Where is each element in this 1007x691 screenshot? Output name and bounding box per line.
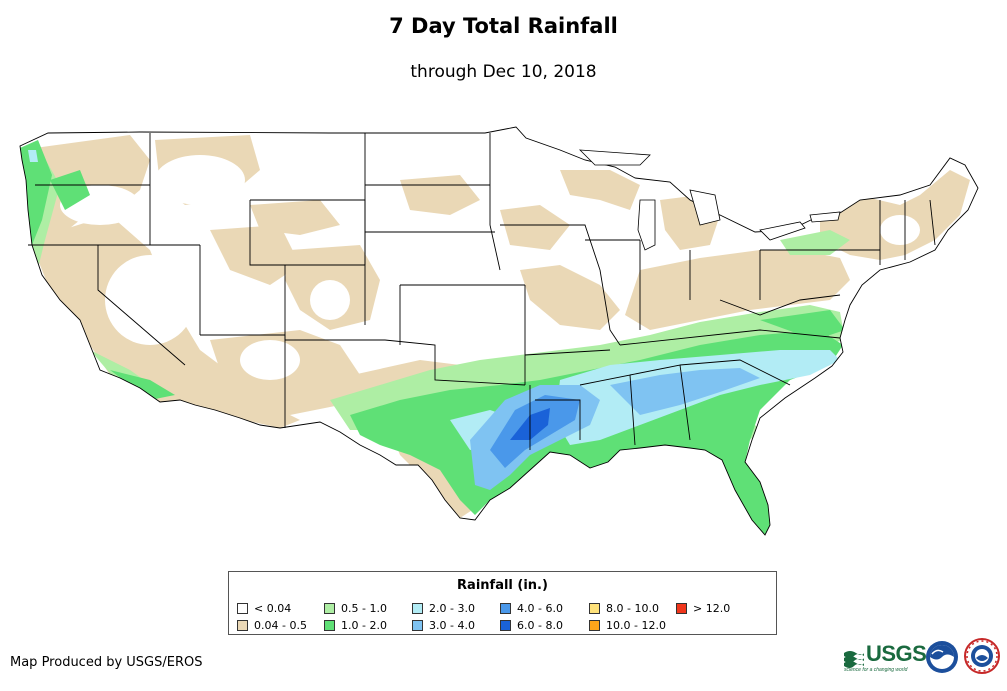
- legend-item: 4.0 - 6.0: [500, 602, 563, 616]
- legend-swatch: [412, 620, 423, 631]
- legend-label: > 12.0: [693, 602, 731, 615]
- map-title: 7 Day Total Rainfall: [389, 14, 618, 38]
- legend-item: < 0.04: [237, 602, 291, 616]
- great-lakes: [578, 149, 841, 251]
- legend-label: 3.0 - 4.0: [429, 619, 475, 632]
- legend-swatch: [412, 603, 423, 614]
- legend-label: 1.0 - 2.0: [341, 619, 387, 632]
- legend-item: 0.5 - 1.0: [324, 602, 387, 616]
- legend-label: 4.0 - 6.0: [517, 602, 563, 615]
- noaa-logo-icon: [926, 641, 958, 673]
- state-boundaries: [19, 126, 979, 536]
- legend-label: 8.0 - 10.0: [606, 602, 659, 615]
- map-credit: Map Produced by USGS/EROS: [10, 655, 203, 670]
- legend-item: 2.0 - 3.0: [412, 602, 475, 616]
- legend-item: 1.0 - 2.0: [324, 619, 387, 633]
- legend-label: 0.04 - 0.5: [254, 619, 307, 632]
- legend-item: > 12.0: [676, 602, 730, 616]
- legend-swatch: [500, 603, 511, 614]
- legend-swatch: [237, 620, 248, 631]
- legend-swatch: [324, 620, 335, 631]
- legend-title: Rainfall (in.): [457, 578, 548, 593]
- legend-swatch: [324, 603, 335, 614]
- legend-item: 0.04 - 0.5: [237, 619, 307, 633]
- nws-logo-icon: [964, 638, 1000, 674]
- legend-label: 0.5 - 1.0: [341, 602, 387, 615]
- legend-swatch: [237, 603, 248, 614]
- usgs-wordmark: USGS: [866, 641, 927, 666]
- legend-label: < 0.04: [254, 602, 292, 615]
- usgs-logo-icon: [844, 651, 864, 668]
- legend-swatch: [676, 603, 687, 614]
- legend-label: 6.0 - 8.0: [517, 619, 563, 632]
- legend-item: 3.0 - 4.0: [412, 619, 475, 633]
- legend-item: 10.0 - 12.0: [589, 619, 666, 633]
- usgs-tagline: science for a changing world: [844, 667, 908, 673]
- legend-swatch: [589, 603, 600, 614]
- legend-swatch: [500, 620, 511, 631]
- legend-item: 6.0 - 8.0: [500, 619, 563, 633]
- legend-item: 8.0 - 10.0: [589, 602, 659, 616]
- map-subtitle: through Dec 10, 2018: [410, 62, 597, 82]
- legend-label: 10.0 - 12.0: [606, 619, 666, 632]
- map-legend: Rainfall (in.) < 0.04 0.04 - 0.5 0.5 - 1…: [228, 571, 777, 635]
- legend-label: 2.0 - 3.0: [429, 602, 475, 615]
- legend-swatch: [589, 620, 600, 631]
